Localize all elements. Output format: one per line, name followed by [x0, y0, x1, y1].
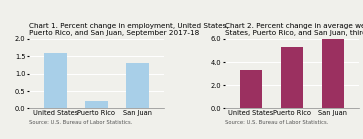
- Bar: [240, 70, 262, 108]
- Text: Source: U.S. Bureau of Labor Statistics.: Source: U.S. Bureau of Labor Statistics.: [225, 120, 328, 125]
- Bar: [126, 63, 148, 108]
- Text: Chart 2. Percent change in average weekly wages, United
States, Puerto Rico, and: Chart 2. Percent change in average weekl…: [225, 23, 363, 36]
- Bar: [44, 53, 67, 108]
- Text: Chart 1. Percent change in employment, United States,
Puerto Rico, and San Juan,: Chart 1. Percent change in employment, U…: [29, 23, 229, 36]
- Bar: [85, 101, 108, 108]
- Text: Source: U.S. Bureau of Labor Statistics.: Source: U.S. Bureau of Labor Statistics.: [29, 120, 132, 125]
- Bar: [281, 47, 303, 108]
- Bar: [322, 39, 344, 108]
